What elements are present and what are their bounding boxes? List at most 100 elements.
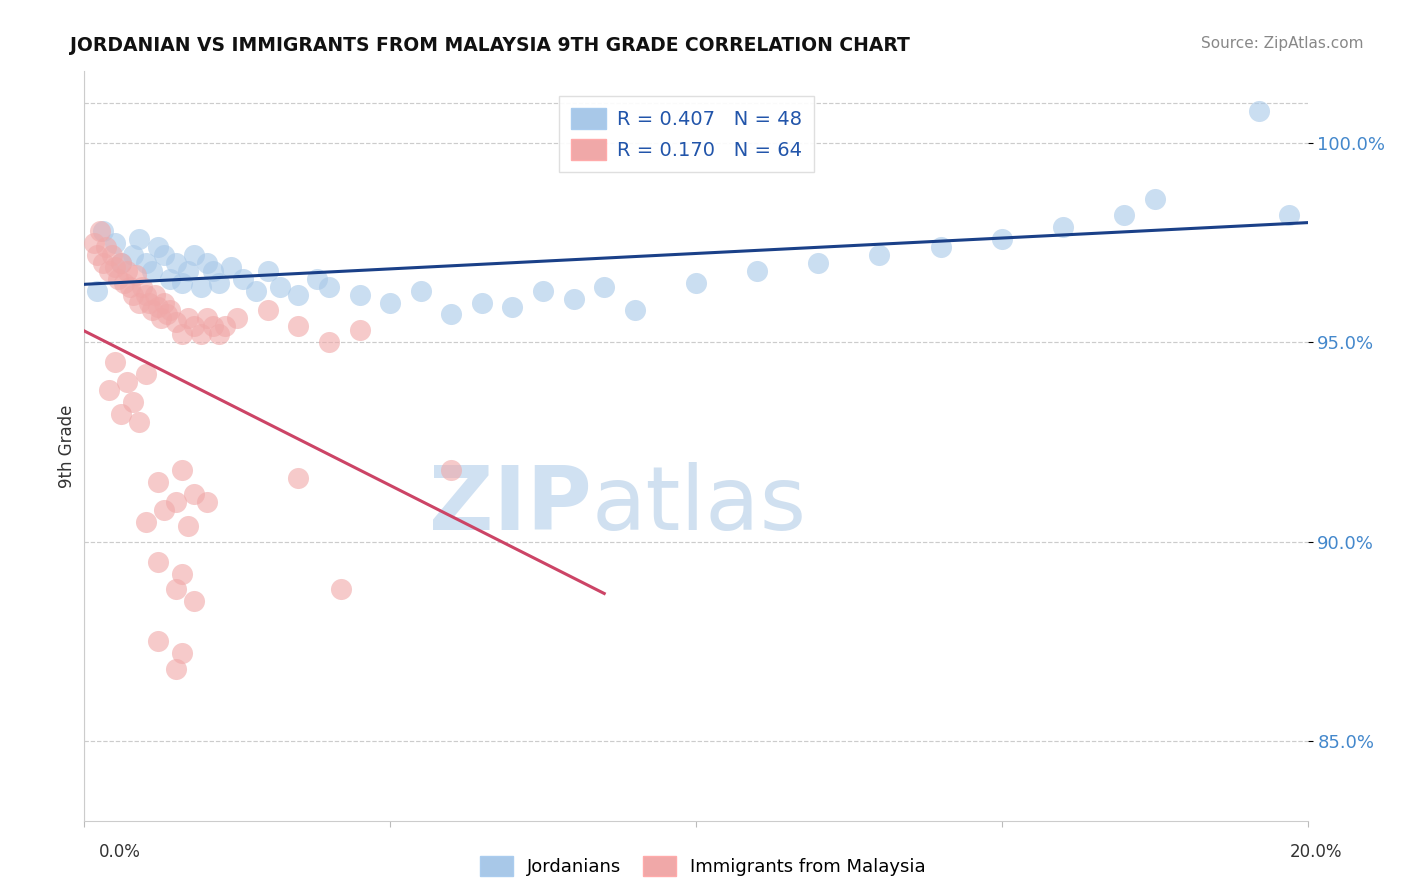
Point <box>201 319 224 334</box>
Point <box>183 248 205 262</box>
Text: 20.0%: 20.0% <box>1291 843 1343 861</box>
Point <box>172 327 194 342</box>
Point <box>349 287 371 301</box>
Y-axis label: 9th Grade: 9th Grade <box>58 404 76 488</box>
Point <box>165 495 187 509</box>
Point <box>91 255 114 269</box>
Point <box>128 295 150 310</box>
Point <box>190 279 212 293</box>
Point <box>257 263 280 277</box>
Point <box>141 303 163 318</box>
Point <box>135 368 157 382</box>
Point <box>83 235 105 250</box>
Point <box>165 315 187 329</box>
Text: Source: ZipAtlas.com: Source: ZipAtlas.com <box>1201 36 1364 51</box>
Point <box>153 502 176 516</box>
Point <box>146 300 169 314</box>
Point <box>107 271 129 285</box>
Point <box>138 295 160 310</box>
Point <box>101 248 124 262</box>
Point <box>177 311 200 326</box>
Point <box>380 295 402 310</box>
Point <box>97 263 120 277</box>
Point <box>269 279 291 293</box>
Point <box>149 311 172 326</box>
Point <box>110 255 132 269</box>
Point <box>91 224 114 238</box>
Point <box>146 475 169 489</box>
Point <box>208 276 231 290</box>
Point <box>86 248 108 262</box>
Point <box>131 279 153 293</box>
Point <box>219 260 242 274</box>
Point <box>104 260 127 274</box>
Point <box>177 518 200 533</box>
Point <box>177 263 200 277</box>
Point <box>183 319 205 334</box>
Point <box>143 287 166 301</box>
Point <box>747 263 769 277</box>
Point <box>146 240 169 254</box>
Point <box>440 308 463 322</box>
Point <box>122 395 145 409</box>
Point <box>172 276 194 290</box>
Point <box>172 566 194 581</box>
Point <box>562 292 585 306</box>
Point <box>183 594 205 608</box>
Point <box>141 263 163 277</box>
Legend: Jordanians, Immigrants from Malaysia: Jordanians, Immigrants from Malaysia <box>472 848 934 883</box>
Text: 0.0%: 0.0% <box>98 843 141 861</box>
Point <box>94 240 117 254</box>
Point <box>685 276 707 290</box>
Point <box>104 235 127 250</box>
Point <box>172 646 194 660</box>
Point <box>257 303 280 318</box>
Point <box>287 471 309 485</box>
Point <box>172 463 194 477</box>
Point <box>146 634 169 648</box>
Point <box>318 335 340 350</box>
Point <box>195 255 218 269</box>
Point <box>287 287 309 301</box>
Point <box>531 284 554 298</box>
Point <box>1278 208 1301 222</box>
Point <box>89 224 111 238</box>
Point <box>1143 192 1166 206</box>
Point <box>128 232 150 246</box>
Legend: R = 0.407   N = 48, R = 0.170   N = 64: R = 0.407 N = 48, R = 0.170 N = 64 <box>560 96 814 171</box>
Point <box>122 287 145 301</box>
Point <box>159 271 181 285</box>
Point <box>869 248 891 262</box>
Point <box>125 268 148 282</box>
Point <box>214 319 236 334</box>
Point <box>135 515 157 529</box>
Point <box>115 263 138 277</box>
Point <box>110 255 132 269</box>
Point <box>146 555 169 569</box>
Point <box>471 295 494 310</box>
Point <box>409 284 432 298</box>
Point <box>183 487 205 501</box>
Point <box>440 463 463 477</box>
Point <box>1247 104 1270 119</box>
Point <box>104 355 127 369</box>
Point <box>97 383 120 397</box>
Point <box>122 248 145 262</box>
Point <box>153 295 176 310</box>
Point <box>156 308 179 322</box>
Point <box>318 279 340 293</box>
Point <box>208 327 231 342</box>
Point <box>159 303 181 318</box>
Point <box>1114 208 1136 222</box>
Point <box>165 582 187 597</box>
Point <box>226 311 249 326</box>
Point <box>110 407 132 421</box>
Point <box>190 327 212 342</box>
Point <box>135 287 157 301</box>
Point <box>1052 219 1074 234</box>
Point <box>112 276 135 290</box>
Point <box>232 271 254 285</box>
Point <box>245 284 267 298</box>
Point <box>86 284 108 298</box>
Point <box>201 263 224 277</box>
